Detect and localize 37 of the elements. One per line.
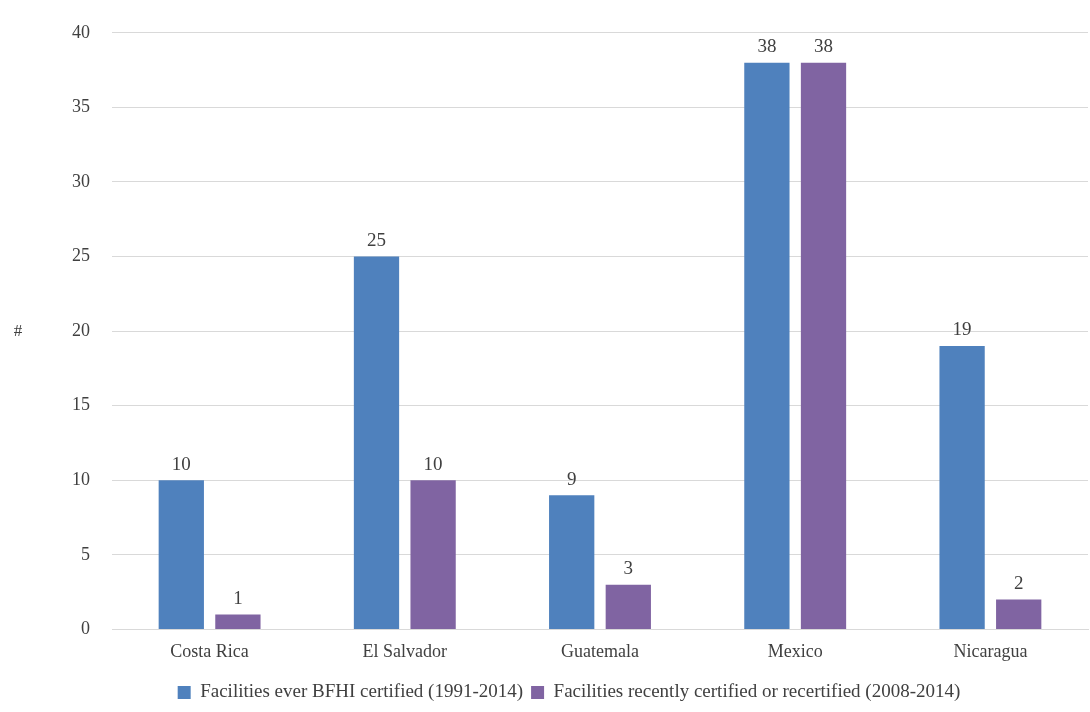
- bar: [744, 62, 790, 629]
- data-label: 9: [566, 467, 577, 489]
- data-label: 10: [423, 452, 443, 474]
- y-tick-label: 25: [72, 245, 90, 266]
- data-label: 19: [952, 318, 972, 340]
- bar: [996, 599, 1042, 629]
- y-tick-label: 40: [72, 21, 90, 42]
- y-tick-label: 15: [72, 394, 90, 415]
- bar: [410, 480, 456, 629]
- bar: [800, 62, 847, 629]
- bar: [549, 495, 595, 629]
- data-label: 3: [623, 557, 634, 579]
- bar: [215, 614, 261, 629]
- x-tick-label: Nicaragua: [953, 640, 1028, 661]
- x-tick-label: Guatemala: [561, 640, 639, 661]
- bar: [605, 584, 651, 629]
- data-label: 25: [367, 229, 386, 251]
- data-label: 2: [1013, 572, 1024, 594]
- x-tick-label: Mexico: [767, 640, 823, 661]
- y-tick-label: 10: [72, 468, 90, 489]
- data-label: 38: [814, 35, 833, 57]
- data-label: 10: [171, 452, 191, 474]
- legend-label: Facilities ever BFHI certified (1991-2014): [200, 680, 524, 703]
- bar: [353, 256, 400, 629]
- y-tick-label: 0: [81, 618, 90, 639]
- data-label: 38: [757, 35, 777, 57]
- y-tick-label: 30: [72, 170, 90, 191]
- x-tick-label: Costa Rica: [170, 640, 249, 661]
- y-tick-label: 5: [81, 543, 90, 564]
- bar: [939, 346, 985, 629]
- data-label: 1: [233, 586, 243, 608]
- x-tick-label: El Salvador: [362, 640, 448, 661]
- legend-label: Facilities recently certified or recertified (2008-2014): [553, 680, 961, 703]
- bar: [158, 480, 204, 629]
- y-tick-label: 35: [72, 96, 90, 117]
- y-tick-label: 20: [72, 319, 90, 340]
- y-axis-title: #: [13, 320, 23, 340]
